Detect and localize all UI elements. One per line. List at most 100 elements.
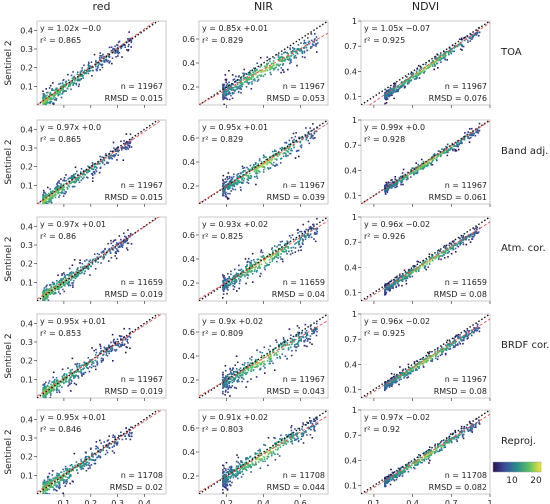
scatter-point xyxy=(427,160,430,163)
y-tick-label: 1 xyxy=(352,213,357,222)
scatter-point xyxy=(282,152,284,155)
scatter-point xyxy=(265,65,268,68)
scatter-point xyxy=(50,97,52,99)
scatter-point xyxy=(438,256,440,258)
scatter-point xyxy=(229,370,232,372)
scatter-point xyxy=(222,98,224,101)
scatter-point xyxy=(244,275,246,278)
scatter-point xyxy=(390,372,393,375)
scatter-point xyxy=(129,331,131,334)
scatter-point xyxy=(128,43,130,46)
scatter-point xyxy=(282,147,285,150)
scatter-point xyxy=(262,365,265,367)
scatter-point xyxy=(43,289,45,291)
scatter-point xyxy=(47,299,50,301)
scatter-point xyxy=(452,241,455,244)
scatter-point xyxy=(277,253,280,255)
scatter-point xyxy=(262,254,265,257)
scatter-point xyxy=(55,87,58,89)
scatter-point xyxy=(420,66,423,69)
scatter-point xyxy=(259,275,261,278)
scatter-point xyxy=(224,278,226,281)
scatter-point xyxy=(280,67,283,69)
scatter-point xyxy=(232,278,235,280)
scatter-point xyxy=(80,364,82,367)
scatter-point xyxy=(42,204,44,206)
scatter-point xyxy=(260,74,263,77)
scatter-point xyxy=(431,62,433,65)
scatter-point xyxy=(471,133,473,135)
scatter-point xyxy=(421,165,424,168)
scatter-point xyxy=(235,75,237,78)
scatter-point xyxy=(311,135,313,137)
scatter-point xyxy=(297,331,299,334)
scatter-point xyxy=(247,176,250,179)
scatter-point xyxy=(52,290,55,293)
scatter-point xyxy=(81,270,83,272)
scatter-point xyxy=(127,45,130,48)
scatter-point xyxy=(291,340,294,342)
scatter-point xyxy=(68,275,70,277)
scatter-point xyxy=(246,261,248,264)
scatter-point xyxy=(305,127,307,129)
scatter-point xyxy=(303,39,306,42)
scatter-point xyxy=(130,146,133,148)
scatter-point xyxy=(439,59,442,61)
scatter-point xyxy=(75,275,78,278)
point-cloud xyxy=(42,31,133,105)
scatter-point xyxy=(289,62,291,65)
scatter-point xyxy=(111,154,114,157)
scatter-point xyxy=(69,274,71,276)
scatter-point xyxy=(126,336,129,338)
scatter-point xyxy=(103,255,105,258)
scatter-point xyxy=(421,162,423,165)
scatter-point xyxy=(115,56,117,58)
scatter-point xyxy=(71,177,73,179)
scatter-point xyxy=(83,72,86,75)
scatter-point xyxy=(61,386,63,388)
scatter-point xyxy=(418,270,420,272)
scatter-point xyxy=(440,154,443,156)
sample-count: n = 11967 xyxy=(121,82,163,91)
scatter-point xyxy=(283,248,286,250)
scatter-point xyxy=(284,152,286,154)
scatter-point xyxy=(388,184,391,186)
scatter-point xyxy=(69,85,71,87)
scatter-point xyxy=(401,172,404,174)
scatter-point xyxy=(225,184,227,186)
scatter-point xyxy=(50,286,52,288)
scatter-point xyxy=(97,257,100,259)
scatter-point xyxy=(460,139,462,142)
scatter-point xyxy=(106,60,108,63)
scatter-point xyxy=(461,44,463,46)
scatter-point xyxy=(233,86,235,89)
regression-line xyxy=(199,32,328,105)
scatter-point xyxy=(267,354,269,357)
scatter-point xyxy=(222,385,224,388)
scatter-point xyxy=(291,338,293,341)
scatter-point xyxy=(44,205,46,207)
y-axis-label: Sentinel 2 xyxy=(4,236,14,281)
scatter-point xyxy=(96,252,99,255)
scatter-point xyxy=(59,82,62,85)
scatter-point xyxy=(478,31,481,34)
scatter-point xyxy=(86,363,88,365)
one-to-one-line xyxy=(37,120,160,204)
scatter-point xyxy=(384,188,386,191)
scatter-point xyxy=(80,372,83,374)
scatter-point xyxy=(222,96,224,99)
r-squared: r² = 0.865 xyxy=(40,135,81,144)
scatter-point xyxy=(93,166,96,169)
scatter-point xyxy=(224,96,227,99)
scatter-point xyxy=(293,55,296,58)
scatter-point xyxy=(53,389,55,391)
scatter-point xyxy=(237,378,239,381)
scatter-point xyxy=(274,66,277,69)
scatter-point xyxy=(431,156,433,158)
scatter-point xyxy=(249,69,252,72)
scatter-point xyxy=(55,194,57,196)
scatter-point xyxy=(462,338,465,340)
scatter-point xyxy=(51,89,53,91)
